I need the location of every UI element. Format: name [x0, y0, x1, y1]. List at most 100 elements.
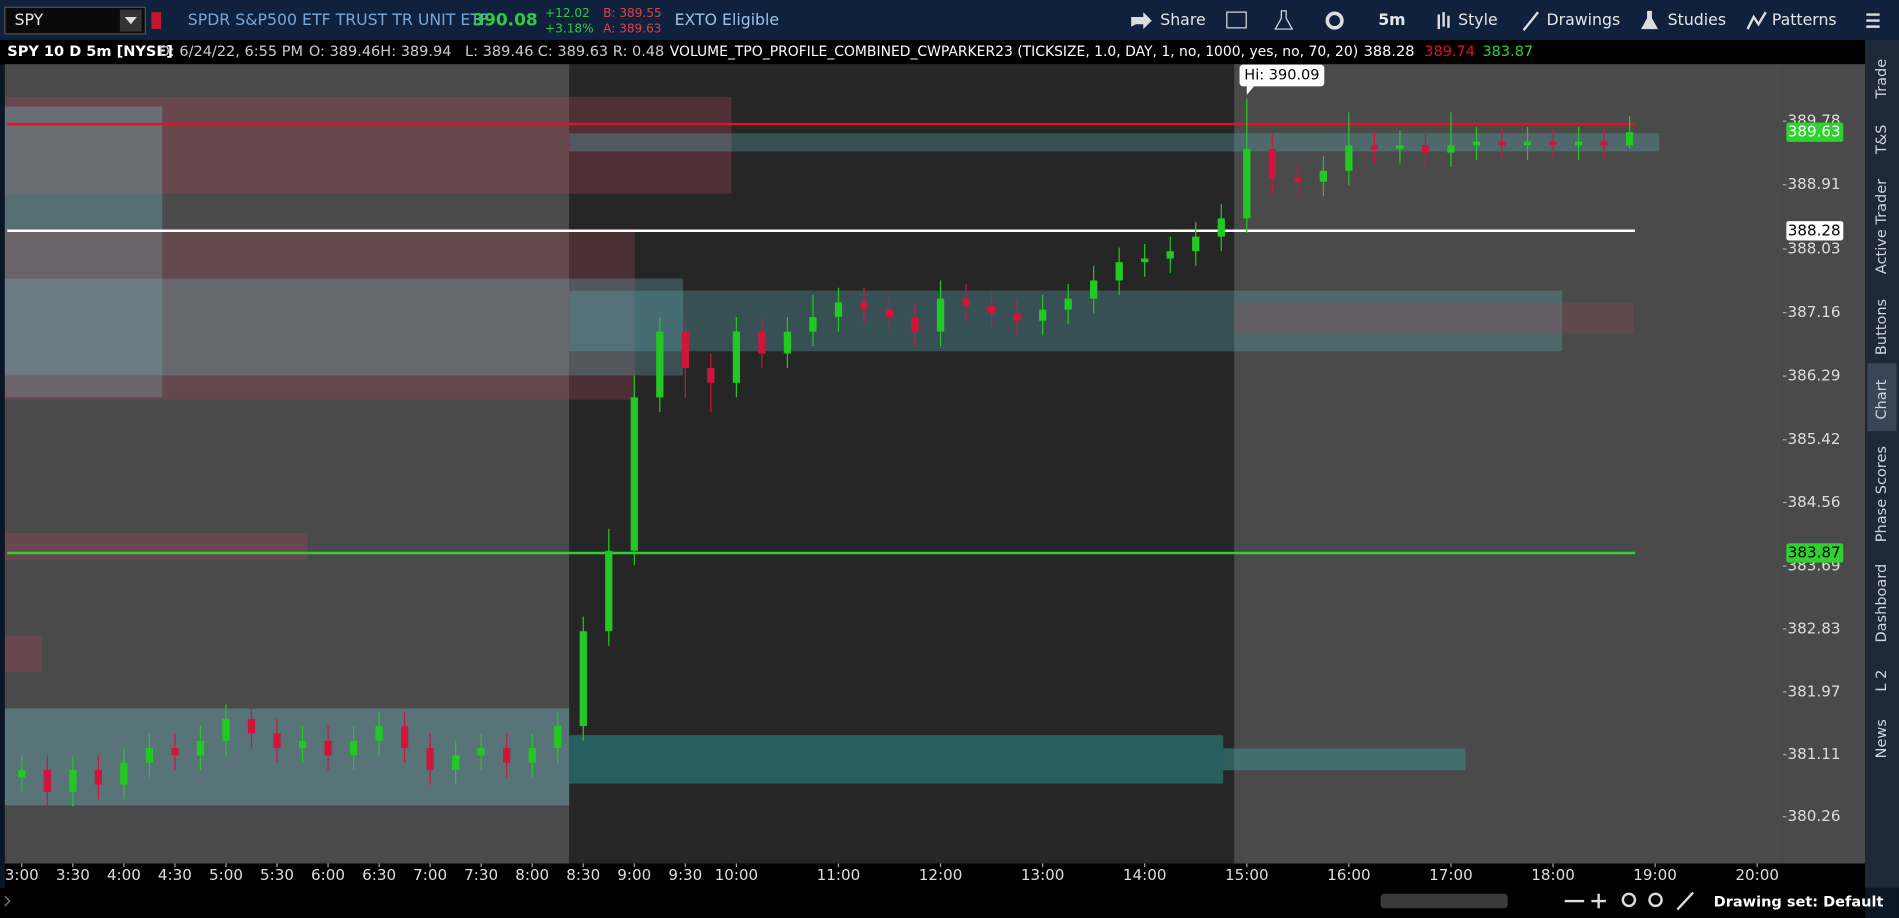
patterns-icon: [1746, 11, 1767, 30]
x-tick-label: 4:00: [107, 866, 141, 884]
candle-body: [1038, 309, 1047, 321]
candle-body: [1421, 145, 1430, 153]
candle-body: [987, 306, 996, 314]
menu-icon[interactable]: [1866, 13, 1880, 28]
y-tick-label: 388.03: [1788, 240, 1841, 258]
sidebar-tab[interactable]: Buttons: [1874, 299, 1890, 355]
candle-body: [324, 740, 332, 756]
sidebar-tab[interactable]: T&S: [1874, 125, 1890, 155]
hi-label: Hi: 390.09: [1244, 68, 1319, 84]
info-range: R: 0.48: [613, 44, 664, 60]
candle-body: [1549, 141, 1557, 146]
timeframe-button[interactable]: 5m: [1378, 10, 1405, 29]
ask: A: 389.63: [603, 22, 661, 36]
candle-body: [1319, 170, 1327, 182]
candle-body: [809, 316, 817, 332]
x-tick-label: 3:00: [5, 866, 39, 884]
premarket-bg: [4, 64, 570, 864]
candle-body: [1217, 218, 1225, 237]
toolbar-buttons: Share 5m Style Drawings Studies Patterns: [1131, 10, 1880, 32]
exto: EXTO Eligible: [675, 10, 780, 29]
profile-block: [4, 106, 163, 398]
calendar-icon[interactable]: [1226, 11, 1247, 29]
sidebar-tab[interactable]: News: [1874, 719, 1890, 758]
candle-body: [1345, 145, 1353, 171]
sidebar-tab[interactable]: Trade: [1874, 59, 1890, 100]
candle-body: [656, 331, 664, 398]
pct-change: +3.18%: [545, 22, 594, 36]
dropdown-arrow: [124, 16, 137, 25]
x-tick-label: 12:00: [919, 866, 963, 884]
symbol: SPY: [15, 10, 44, 29]
candle-body: [503, 748, 511, 763]
candle-body: [554, 726, 562, 749]
candle-body: [1243, 148, 1251, 219]
candle-body: [477, 748, 485, 756]
style-button[interactable]: Style: [1458, 10, 1498, 29]
candle-body: [1370, 145, 1379, 149]
candle-body: [94, 769, 102, 785]
info-close: C: 389.63: [538, 44, 608, 60]
candle-body: [426, 748, 434, 770]
price-box-label: 383.87: [1788, 543, 1841, 561]
zoom-out[interactable]: [1648, 892, 1663, 908]
candle-body: [1268, 148, 1276, 179]
candle-body: [375, 726, 383, 741]
drawings-icon: [1522, 11, 1540, 32]
toolbar: [0, 0, 1899, 40]
x-tick-label: 15:00: [1225, 866, 1269, 884]
y-tick-label: 388.91: [1788, 175, 1841, 193]
sidebar-tab[interactable]: Active Trader: [1874, 179, 1890, 274]
profile-block: [4, 708, 570, 806]
x-tick-label: 9:30: [668, 866, 702, 884]
studies-button[interactable]: Studies: [1668, 10, 1726, 29]
sidebar-tab[interactable]: Phase Scores: [1874, 446, 1890, 542]
sidebar-tabs: Trade T&S Active Trader Buttons Chart Phase S…: [1874, 59, 1890, 759]
sidebar-tab[interactable]: Chart: [1874, 379, 1890, 419]
candle-body: [1625, 132, 1634, 146]
x-tick-label: 3:30: [56, 866, 90, 884]
sidebar-tab[interactable]: Dashboard: [1874, 564, 1890, 643]
x-tick-label: 7:30: [464, 866, 498, 884]
share-button[interactable]: Share: [1160, 10, 1205, 29]
scroll-left[interactable]: [4, 895, 11, 907]
drawings-button[interactable]: Drawings: [1547, 10, 1621, 29]
x-tick-label: 4:30: [158, 866, 192, 884]
candle-body: [1064, 298, 1072, 310]
profile-block: [1223, 748, 1466, 771]
settings-icon[interactable]: [1325, 11, 1344, 30]
x-tick-label: 5:00: [209, 866, 243, 884]
candle-body: [1574, 141, 1583, 146]
volume-profile: [4, 96, 1660, 806]
draw-tool[interactable]: [1676, 891, 1694, 911]
x-tick-label: 5:30: [260, 866, 294, 884]
flask-icon[interactable]: [1274, 10, 1294, 30]
candle-body: [834, 302, 843, 317]
footer: [0, 887, 1866, 918]
share-icon: [1131, 12, 1152, 30]
candle-body: [732, 331, 741, 383]
nav-icons[interactable]: [1564, 893, 1606, 909]
candle-body: [1013, 313, 1021, 321]
drawing-set[interactable]: Drawing set: Default: [1714, 894, 1884, 910]
zoom-in[interactable]: [1621, 892, 1637, 908]
candle-body: [120, 762, 128, 785]
profile-block: [569, 133, 1660, 152]
candle-body: [1090, 280, 1098, 299]
candle-body: [605, 550, 613, 632]
x-tick-label: 19:00: [1633, 866, 1677, 884]
candle-body: [1498, 141, 1506, 146]
x-tick-label: 6:30: [362, 866, 396, 884]
candle-body: [1600, 141, 1608, 146]
x-tick-label: 20:00: [1735, 866, 1779, 884]
info-date: D: 6/24/22, 6:55 PM: [159, 44, 303, 60]
scrollbar-thumb[interactable]: [1380, 893, 1508, 909]
patterns-button[interactable]: Patterns: [1772, 10, 1837, 29]
last-price: 390.08: [472, 10, 537, 30]
sidebar-tab[interactable]: L 2: [1874, 670, 1890, 692]
candle-body: [1192, 236, 1200, 252]
x-tick-label: 8:30: [566, 866, 600, 884]
candle-body: [936, 298, 945, 332]
